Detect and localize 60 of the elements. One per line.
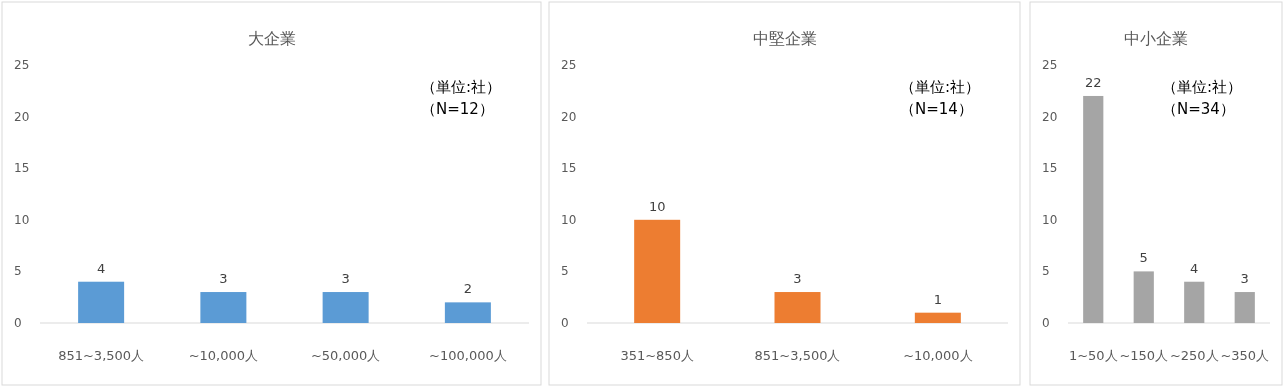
bar [78,281,125,323]
bar [322,292,369,323]
y-tick-label: 5 [561,264,569,279]
y-tick-label: 20 [561,109,577,124]
y-tick-label: 10 [1042,212,1058,227]
y-tick-label: 25 [14,58,30,72]
bar [444,302,491,323]
y-tick-label: 25 [561,58,577,72]
x-tick-label: 351~850人 [620,348,694,363]
data-label: 4 [96,260,106,276]
x-tick-label: 851~3,500人 [58,348,145,363]
x-tick-label: 1~50人 [1068,348,1118,363]
data-label: 22 [1084,74,1102,90]
bar [1234,292,1255,323]
data-label: 3 [1240,271,1249,287]
annotation: （単位:社） [1162,78,1243,96]
chart-title: 中小企業 [1124,29,1188,48]
bar [1083,95,1104,323]
annotation: （N=14） [900,100,973,118]
x-tick-label: ~10,000人 [903,348,973,363]
data-label: 10 [648,198,666,214]
x-tick-label: ~50,000人 [310,348,381,363]
x-tick-label: 851~3,500人 [754,348,841,363]
data-label: 3 [219,271,228,287]
x-tick-label: ~10,000人 [188,348,259,363]
data-label: 5 [1139,250,1148,266]
data-label: 3 [341,271,350,287]
data-label: 1 [933,291,942,307]
y-tick-label: 20 [14,109,30,124]
annotation: （N=34） [1162,100,1235,118]
x-tick-label: ~100,000人 [429,348,507,363]
data-label: 2 [463,281,473,297]
y-tick-label: 0 [1042,316,1050,330]
annotation: （N=12） [421,100,494,118]
bar [774,292,821,323]
y-tick-label: 5 [1042,264,1050,279]
y-tick-label: 0 [14,316,22,330]
x-tick-label: ~350人 [1220,348,1270,363]
data-label: 4 [1190,260,1199,276]
y-tick-label: 15 [1042,161,1058,176]
chart-title: 中堅企業 [752,29,817,48]
y-tick-label: 0 [561,316,569,330]
x-tick-label: ~250人 [1169,348,1219,363]
y-tick-label: 5 [14,264,22,279]
bar [1184,281,1205,323]
y-tick-label: 10 [561,212,577,227]
annotation: （単位:社） [900,78,981,96]
y-tick-label: 15 [561,161,577,176]
bar [914,312,961,323]
data-label: 3 [793,271,802,287]
annotation: （単位:社） [421,78,502,96]
bar [634,219,681,323]
bar [200,292,247,323]
y-tick-label: 10 [14,212,30,227]
y-tick-label: 25 [1042,58,1058,72]
y-tick-label: 15 [14,161,30,176]
y-tick-label: 20 [1042,109,1058,124]
bar [1133,271,1154,323]
x-tick-label: ~150人 [1119,348,1169,363]
chart-title: 大企業 [247,29,296,48]
